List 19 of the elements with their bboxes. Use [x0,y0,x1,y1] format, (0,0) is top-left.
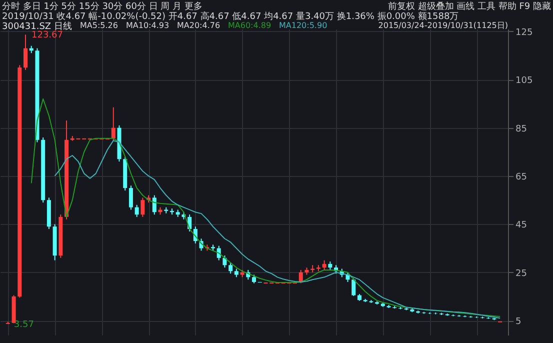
y-tick-label: 45 [516,220,527,231]
text: 分时 多日 1分 5分 15分 30分 60分 日 周 月 更多 [2,1,202,12]
annotation: 3.57 [14,320,34,330]
annotation: MA20:4.76 [177,21,220,30]
annotation: MA10:4.93 [126,21,170,30]
text: MA60:4.89 [228,21,272,30]
y-tick-label: 65 [516,172,527,182]
chart-subtitle: 2019/10/31 收4.67 幅-10.02%(-0.52) 开4.67 高4.67 低4.67 均4.67 量3.40万 换1.36% 振0.00% 额1588万 [2,11,459,22]
annotation: 2015/03/24-2019/10/31(1125日) [378,21,508,30]
y-tick-label: 85 [516,124,527,134]
y-tick-label: 25 [516,268,527,279]
annotation: 123.67 [32,30,64,41]
annotation: MA5:5.26 [80,21,118,30]
text: 前复权 超级叠加 画线 工具 帮助 F9 隐藏 [388,1,551,12]
text: MA120:5.90 [279,21,328,30]
y-tick-label: 125 [516,28,533,38]
y-tick-label: 5 [516,317,522,328]
chart-title: 300431.SZ 日线 [2,21,72,32]
y-tick-label: 105 [516,76,533,86]
